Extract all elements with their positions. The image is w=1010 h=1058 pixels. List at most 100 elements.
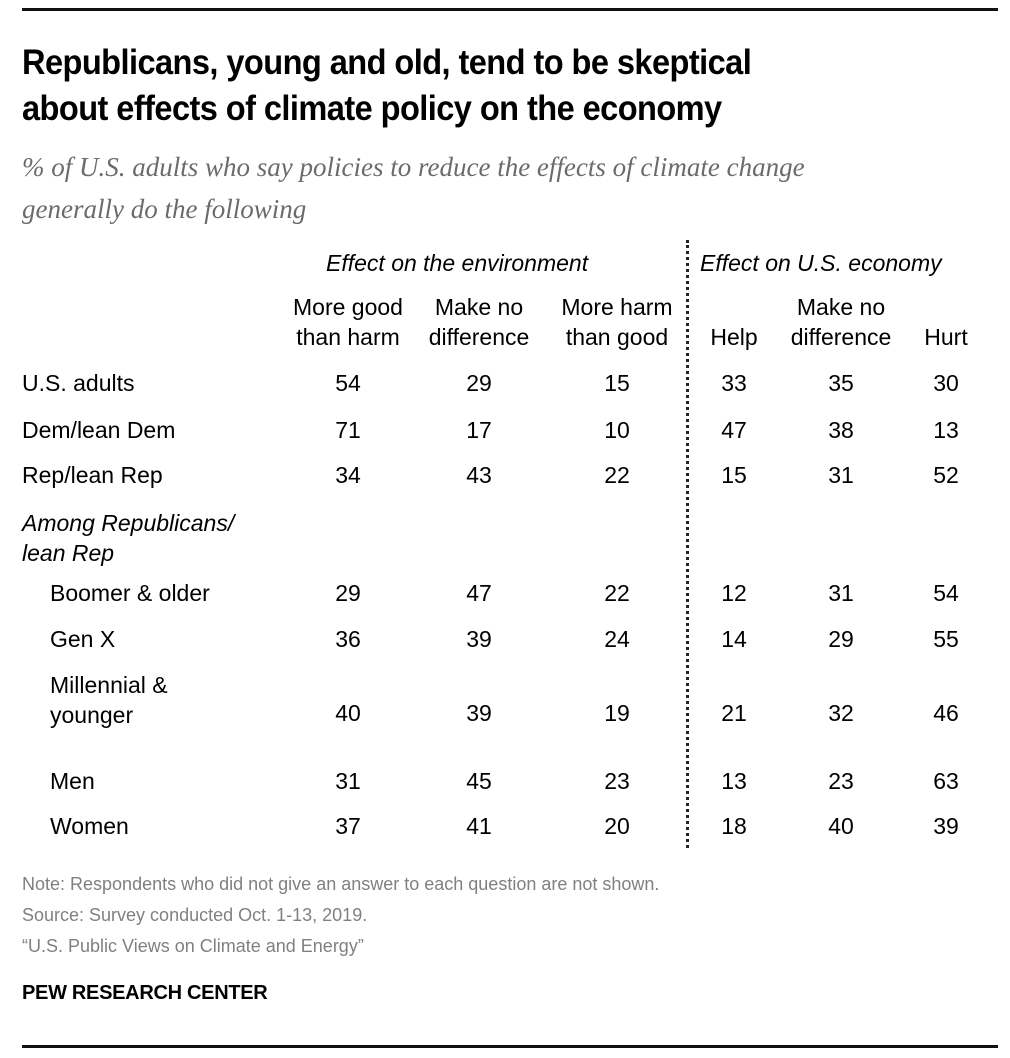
row-label: Dem/lean Dem <box>22 415 175 445</box>
data-cell: 14 <box>721 626 747 652</box>
data-cell: 24 <box>604 626 630 652</box>
column-header-line-1: Make no <box>434 294 524 320</box>
column-header-line-2: than good <box>565 324 669 350</box>
row-label: Boomer & older <box>50 578 210 608</box>
data-cell: 20 <box>604 813 630 839</box>
column-header-line-1: Make no <box>796 294 886 320</box>
data-cell: 38 <box>828 417 854 443</box>
column-header-line-2: than harm <box>296 324 400 350</box>
data-cell: 46 <box>933 700 959 726</box>
data-cell: 36 <box>335 626 361 652</box>
brand-logo-text: PEW RESEARCH CENTER <box>22 982 268 1004</box>
data-cell: 23 <box>604 768 630 794</box>
row-label-line-1: Rep/lean Rep <box>22 462 163 488</box>
group-header-economy: Effect on U.S. economy <box>700 250 942 276</box>
subtitle-line-1: % of U.S. adults who say policies to red… <box>22 152 805 182</box>
data-cell: 23 <box>828 768 854 794</box>
data-cell: 39 <box>466 626 492 652</box>
data-cell: 32 <box>828 700 854 726</box>
row-label-line-1: Men <box>50 768 95 794</box>
row-label-line-2: lean Rep <box>22 540 115 566</box>
data-cell: 41 <box>466 813 492 839</box>
column-header-line-2: difference <box>428 324 530 350</box>
data-cell: 52 <box>933 462 959 488</box>
data-cell: 55 <box>933 626 959 652</box>
data-cell: 15 <box>604 370 630 396</box>
column-header: Make no difference <box>771 292 911 352</box>
data-cell: 22 <box>604 580 630 606</box>
column-header-line-2: difference <box>790 324 892 350</box>
data-cell: 21 <box>721 700 747 726</box>
data-cell: 29 <box>466 370 492 396</box>
data-cell: 39 <box>466 700 492 726</box>
data-cell: 15 <box>721 462 747 488</box>
data-cell: 13 <box>933 417 959 443</box>
data-cell: 13 <box>721 768 747 794</box>
data-cell: 40 <box>828 813 854 839</box>
data-cell: 43 <box>466 462 492 488</box>
row-label-line-1: Boomer & older <box>50 580 210 606</box>
group-header-environment: Effect on the environment <box>326 250 589 276</box>
column-header-line-2: Hurt <box>924 324 968 350</box>
data-cell: 40 <box>335 700 361 726</box>
chart-title: Republicans, young and old, tend to be s… <box>22 40 915 132</box>
column-header: Hurt <box>876 292 1010 352</box>
row-label: Millennial & younger <box>50 670 168 730</box>
row-label-line-1: Millennial & <box>50 672 168 698</box>
data-cell: 19 <box>604 700 630 726</box>
data-cell: 33 <box>721 370 747 396</box>
subtitle-line-2: generally do the following <box>22 194 307 224</box>
row-label: Among Republicans/lean Rep <box>22 508 234 568</box>
column-header: Help <box>664 292 804 352</box>
column-header: More good than harm <box>278 292 418 352</box>
row-label: Men <box>50 766 95 796</box>
group-divider <box>686 240 689 848</box>
data-cell: 45 <box>466 768 492 794</box>
data-cell: 37 <box>335 813 361 839</box>
data-cell: 29 <box>828 626 854 652</box>
row-label-line-2: younger <box>50 702 134 728</box>
row-label-line-1: Women <box>50 813 129 839</box>
footer-note: Note: Respondents who did not give an an… <box>22 874 660 894</box>
data-cell: 29 <box>335 580 361 606</box>
data-cell: 12 <box>721 580 747 606</box>
row-label: Gen X <box>50 624 115 654</box>
row-label-line-1: Among Republicans/ <box>22 510 235 536</box>
data-cell: 30 <box>933 370 959 396</box>
data-cell: 39 <box>933 813 959 839</box>
data-cell: 71 <box>335 417 361 443</box>
column-header-line-2: Help <box>710 324 758 350</box>
bottom-rule <box>22 1045 998 1048</box>
row-label-line-1: U.S. adults <box>22 370 135 396</box>
row-label: U.S. adults <box>22 368 135 398</box>
title-line-1: Republicans, young and old, tend to be s… <box>22 43 752 82</box>
row-label-line-1: Gen X <box>50 626 116 652</box>
chart-subtitle: % of U.S. adults who say policies to red… <box>22 146 1002 230</box>
footer-report: “U.S. Public Views on Climate and Energy… <box>22 936 364 956</box>
data-cell: 47 <box>466 580 492 606</box>
title-line-2: about effects of climate policy on the e… <box>22 89 722 128</box>
data-cell: 31 <box>828 462 854 488</box>
data-cell: 31 <box>335 768 361 794</box>
top-rule <box>22 8 998 11</box>
column-header-line-1: More harm <box>561 294 673 320</box>
footer-source: Source: Survey conducted Oct. 1-13, 2019… <box>22 905 368 925</box>
data-cell: 34 <box>335 462 361 488</box>
data-cell: 35 <box>828 370 854 396</box>
column-header-line-1 <box>876 292 1010 322</box>
row-label-line-1: Dem/lean Dem <box>22 417 176 443</box>
data-cell: 54 <box>933 580 959 606</box>
column-header: More harm than good <box>547 292 687 352</box>
column-header-line-1: More good <box>293 294 403 320</box>
row-label: Women <box>50 811 129 841</box>
data-cell: 47 <box>721 417 747 443</box>
data-cell: 17 <box>466 417 492 443</box>
data-cell: 63 <box>933 768 959 794</box>
data-cell: 54 <box>335 370 361 396</box>
data-cell: 10 <box>604 417 630 443</box>
data-cell: 22 <box>604 462 630 488</box>
row-label: Rep/lean Rep <box>22 460 163 490</box>
data-cell: 18 <box>721 813 747 839</box>
data-cell: 31 <box>828 580 854 606</box>
column-header: Make no difference <box>409 292 549 352</box>
